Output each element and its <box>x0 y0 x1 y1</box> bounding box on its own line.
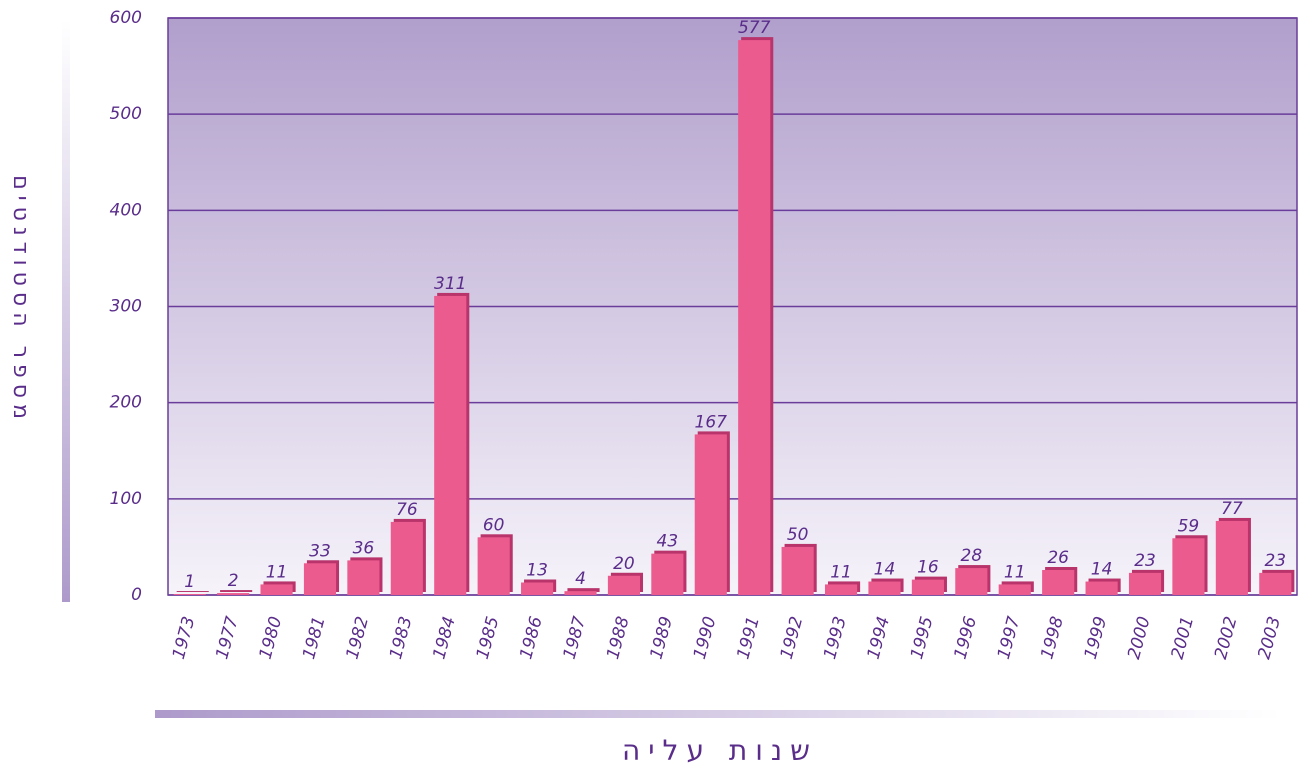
value-label: 77 <box>1221 499 1243 519</box>
value-label: 311 <box>434 274 466 294</box>
value-label: 59 <box>1178 516 1200 536</box>
x-tick-label: 2003 <box>1254 614 1285 661</box>
x-tick-label: 1980 <box>256 614 287 661</box>
value-label: 33 <box>309 541 331 561</box>
bar <box>564 591 597 595</box>
x-tick-label: 1982 <box>343 614 374 661</box>
x-tick-label: 1991 <box>733 614 764 661</box>
bar <box>694 434 727 595</box>
decor-bar <box>62 20 70 602</box>
y-tick-label: 100 <box>110 489 142 509</box>
x-tick-label: 1999 <box>1081 614 1112 661</box>
bar <box>1042 569 1075 595</box>
value-label: 50 <box>787 525 809 545</box>
x-tick-label: 1985 <box>473 614 504 661</box>
bar <box>217 593 250 595</box>
bar <box>260 584 293 595</box>
y-tick-label: 300 <box>110 297 142 317</box>
x-tick-label: 2001 <box>1168 614 1199 661</box>
y-axis-label: מספר הסטודנטים <box>8 175 33 425</box>
value-label: 577 <box>738 18 771 38</box>
y-tick-label: 400 <box>110 200 142 220</box>
value-label: 76 <box>396 500 418 520</box>
decor-bar <box>155 710 1280 718</box>
x-axis-label: שנות עליה <box>622 734 818 767</box>
y-tick-label: 200 <box>110 393 142 413</box>
bar <box>173 594 206 595</box>
value-label: 4 <box>575 569 586 589</box>
value-label: 20 <box>613 554 635 574</box>
bar <box>1259 572 1292 595</box>
x-tick-label: 1984 <box>429 614 460 661</box>
value-label: 13 <box>526 560 548 580</box>
value-label: 167 <box>695 412 728 432</box>
x-tick-label: 1990 <box>690 614 721 661</box>
x-tick-label: 1998 <box>1037 614 1068 661</box>
x-tick-label: 1981 <box>299 614 330 661</box>
value-label: 11 <box>830 562 852 582</box>
bar <box>607 575 641 595</box>
bar <box>738 40 771 595</box>
value-label: 23 <box>1264 551 1286 571</box>
bar <box>434 295 467 595</box>
bar <box>347 560 380 595</box>
x-tick-label: 1996 <box>950 614 981 661</box>
x-tick-label: 1977 <box>212 614 243 661</box>
bar <box>868 581 901 595</box>
bar <box>781 546 814 595</box>
x-tick-label: 1989 <box>647 614 678 661</box>
x-tick-label: 1983 <box>386 614 417 661</box>
value-label: 11 <box>1004 562 1026 582</box>
bar <box>521 582 554 595</box>
bar <box>651 553 684 595</box>
x-tick-label: 1994 <box>864 614 895 661</box>
bar <box>824 584 858 595</box>
bar <box>390 521 423 595</box>
bar-side <box>567 588 600 592</box>
x-tick-label: 1997 <box>994 614 1025 661</box>
value-label: 16 <box>917 558 939 578</box>
bar <box>1172 538 1205 595</box>
value-label: 11 <box>266 562 288 582</box>
x-tick-label: 1988 <box>603 614 634 661</box>
value-label: 14 <box>874 560 896 580</box>
bar <box>998 584 1031 595</box>
x-tick-label: 1992 <box>777 614 808 661</box>
value-label: 26 <box>1047 548 1069 568</box>
bar-side <box>176 591 209 592</box>
y-tick-label: 0 <box>131 585 142 605</box>
x-tick-label: 1987 <box>560 614 591 661</box>
bar <box>1085 581 1118 595</box>
bar-side <box>220 590 253 592</box>
value-label: 28 <box>961 546 983 566</box>
x-tick-label: 1993 <box>820 614 851 661</box>
value-label: 23 <box>1134 551 1156 571</box>
x-tick-label: 2000 <box>1124 614 1155 661</box>
y-tick-label: 500 <box>110 104 142 124</box>
x-tick-label: 1973 <box>169 614 200 661</box>
bar <box>1215 520 1248 595</box>
x-tick-label: 1995 <box>907 614 938 661</box>
y-tick-label: 600 <box>110 8 142 28</box>
bar <box>955 568 988 595</box>
bar <box>1128 572 1162 595</box>
x-tick-label: 2002 <box>1211 614 1242 661</box>
value-label: 43 <box>657 532 679 552</box>
value-label: 60 <box>483 515 505 535</box>
x-tick-label: 1986 <box>516 614 547 661</box>
bar <box>303 563 337 595</box>
value-label: 36 <box>353 538 375 558</box>
value-label: 14 <box>1091 560 1113 580</box>
value-label: 2 <box>228 571 239 591</box>
bar <box>911 579 944 595</box>
value-label: 1 <box>184 572 195 592</box>
bar <box>477 537 510 595</box>
